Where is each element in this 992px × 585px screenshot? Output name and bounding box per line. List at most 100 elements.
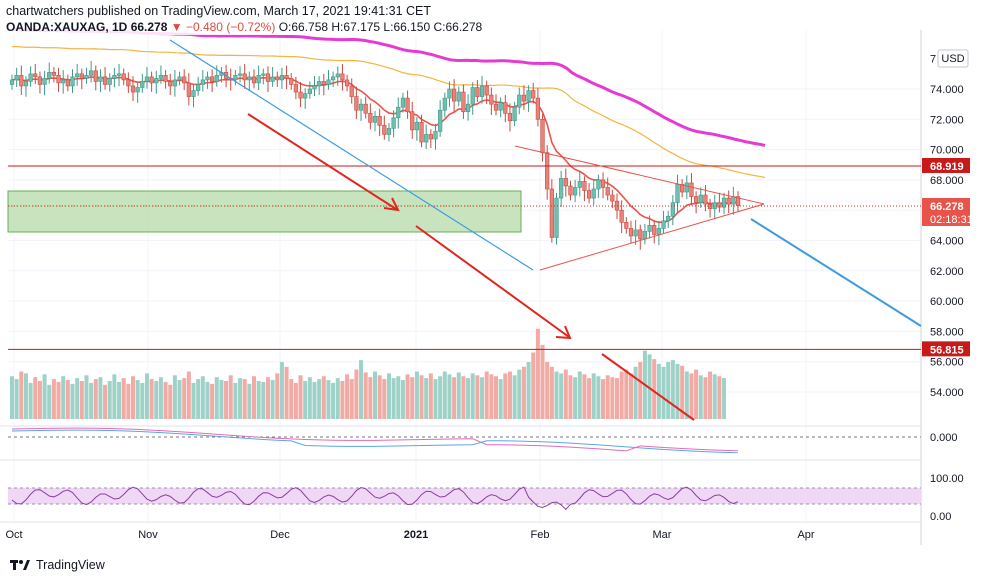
volume-bar <box>573 377 578 419</box>
volume-bar <box>582 374 587 419</box>
volume-bar <box>177 380 182 419</box>
downtrend-line <box>169 39 534 271</box>
candle-body <box>382 125 387 135</box>
candle-body <box>726 197 731 205</box>
candle-body <box>642 231 648 240</box>
candle-body <box>168 81 173 87</box>
candle-body <box>349 85 354 97</box>
volume-bar <box>521 366 526 419</box>
candle-body <box>498 102 503 111</box>
price-tick-label: 74.000 <box>930 84 964 96</box>
volume-bar <box>233 382 238 419</box>
candle-body <box>303 93 308 99</box>
candle-body <box>205 76 210 81</box>
volume-bar <box>238 378 243 419</box>
candle-body <box>154 78 159 84</box>
volume-bar <box>419 375 424 419</box>
volume-bar <box>321 376 326 419</box>
volume-bar <box>661 366 666 419</box>
volume-bar <box>666 362 671 419</box>
price-tick-label: 68.000 <box>930 175 964 187</box>
candle-body <box>670 202 675 217</box>
volume-bar <box>652 359 657 419</box>
candle-body <box>470 87 475 105</box>
candle-body <box>368 112 373 123</box>
volume-bar <box>638 362 643 419</box>
price-change: ▼ −0.480 (−0.72%) <box>170 20 276 34</box>
volume-bar <box>461 376 466 419</box>
volume-bar <box>382 379 387 419</box>
candle-body <box>577 181 582 188</box>
volume-bar <box>200 376 205 419</box>
candle-body <box>400 97 406 108</box>
volume-bar <box>475 375 480 419</box>
volume-bar <box>377 375 382 419</box>
currency-box[interactable] <box>937 49 969 68</box>
candle-body <box>149 76 154 84</box>
candle-body <box>433 131 438 140</box>
volume-bar <box>717 376 722 419</box>
candle-body <box>112 75 117 79</box>
volume-bar <box>279 362 284 419</box>
candle-body <box>573 187 578 196</box>
volume-bar <box>89 382 94 419</box>
volume-bar <box>428 373 433 419</box>
volume-bar <box>670 360 675 419</box>
candle-body <box>377 115 382 126</box>
candle-body <box>507 112 513 122</box>
volume-bar <box>247 383 252 419</box>
volume-bar <box>722 378 727 419</box>
volume-bar <box>107 381 112 419</box>
candle-body <box>563 178 568 187</box>
candle-body <box>493 103 499 111</box>
candle-body <box>284 75 289 79</box>
candle-body <box>98 76 103 82</box>
price-tick-label: 72.000 <box>930 114 964 126</box>
candle-body <box>391 117 396 129</box>
volume-bar <box>307 377 312 419</box>
volume-bar <box>503 373 508 419</box>
volume-bar <box>163 381 168 419</box>
volume-bar <box>591 373 596 419</box>
candle-body <box>344 79 350 87</box>
volume-bar <box>554 371 559 419</box>
price-tick-label: 56.000 <box>930 357 964 369</box>
volume-bar <box>484 371 489 419</box>
volume-bar <box>628 373 633 419</box>
volume-bar <box>340 381 345 419</box>
red-arrows <box>247 113 695 421</box>
volume-bar <box>312 381 317 419</box>
volume-bar <box>228 375 233 419</box>
volume-bar <box>191 382 196 419</box>
candle-body <box>275 76 280 81</box>
volume-bar <box>168 384 173 419</box>
candle-body <box>591 188 596 199</box>
volume-bar <box>154 381 159 419</box>
volume-bar <box>587 378 592 419</box>
candle-body <box>70 76 75 87</box>
volume-bar <box>135 380 140 419</box>
volume-bar <box>293 382 298 419</box>
candle-body <box>270 76 275 82</box>
candle-body <box>89 70 94 76</box>
price-tick-label: 58.000 <box>930 326 964 338</box>
candle-body <box>489 94 494 105</box>
candle-body <box>456 91 461 102</box>
volume-bar <box>396 376 401 419</box>
volume-bar <box>368 377 373 419</box>
volume-bar <box>684 371 689 419</box>
candle-body <box>130 85 136 93</box>
candle-body <box>661 220 666 229</box>
candle-body <box>698 194 703 203</box>
candle-body <box>503 102 508 114</box>
candle-body <box>144 76 150 82</box>
volume-bar <box>270 380 275 419</box>
volume-bar <box>694 369 699 419</box>
volume-bar <box>405 374 410 419</box>
volume-bar <box>219 380 224 419</box>
candle-body <box>335 73 340 78</box>
price-tick-label: 54.000 <box>930 387 964 399</box>
price-tick-label: 64.000 <box>930 236 964 248</box>
candle-body <box>289 78 294 85</box>
